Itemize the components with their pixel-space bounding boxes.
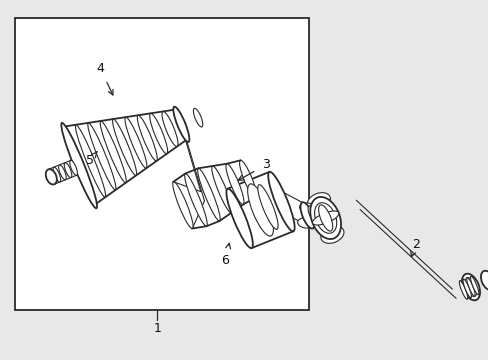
Ellipse shape xyxy=(299,203,315,213)
Ellipse shape xyxy=(307,193,330,210)
Ellipse shape xyxy=(64,163,72,177)
Ellipse shape xyxy=(184,174,207,226)
Text: 3: 3 xyxy=(238,158,269,180)
Ellipse shape xyxy=(162,111,178,147)
Ellipse shape xyxy=(320,226,343,243)
Ellipse shape xyxy=(469,276,478,295)
Ellipse shape xyxy=(458,281,467,299)
Text: 2: 2 xyxy=(410,238,419,257)
Ellipse shape xyxy=(46,169,57,184)
Text: 4: 4 xyxy=(96,62,113,95)
Ellipse shape xyxy=(480,271,488,290)
Ellipse shape xyxy=(100,121,126,183)
Ellipse shape xyxy=(309,197,340,239)
Ellipse shape xyxy=(193,108,203,127)
Ellipse shape xyxy=(314,203,336,233)
Ellipse shape xyxy=(307,206,316,221)
Ellipse shape xyxy=(257,185,278,229)
Ellipse shape xyxy=(137,115,157,161)
Ellipse shape xyxy=(53,167,61,182)
Ellipse shape xyxy=(239,160,256,198)
Ellipse shape xyxy=(464,278,476,296)
Ellipse shape xyxy=(88,123,116,190)
Ellipse shape xyxy=(63,127,95,204)
Ellipse shape xyxy=(300,202,314,229)
Ellipse shape xyxy=(70,160,77,175)
Ellipse shape xyxy=(461,274,479,300)
Ellipse shape xyxy=(112,119,136,176)
Ellipse shape xyxy=(75,125,105,197)
Ellipse shape xyxy=(462,279,470,298)
Ellipse shape xyxy=(226,189,252,248)
Ellipse shape xyxy=(197,168,220,221)
Ellipse shape xyxy=(318,205,332,231)
Ellipse shape xyxy=(466,278,474,296)
Text: 1: 1 xyxy=(153,321,161,334)
Ellipse shape xyxy=(211,166,232,213)
Text: 5: 5 xyxy=(86,152,97,166)
Ellipse shape xyxy=(172,182,193,229)
Bar xyxy=(15,18,308,310)
Ellipse shape xyxy=(61,123,97,208)
Ellipse shape xyxy=(267,172,294,231)
Ellipse shape xyxy=(125,117,146,168)
Text: 6: 6 xyxy=(221,243,230,266)
Ellipse shape xyxy=(173,107,189,142)
Ellipse shape xyxy=(297,218,313,228)
Ellipse shape xyxy=(174,109,188,139)
Ellipse shape xyxy=(225,164,244,204)
Ellipse shape xyxy=(149,113,167,154)
Ellipse shape xyxy=(312,211,338,225)
Ellipse shape xyxy=(247,184,273,236)
Ellipse shape xyxy=(59,165,66,180)
